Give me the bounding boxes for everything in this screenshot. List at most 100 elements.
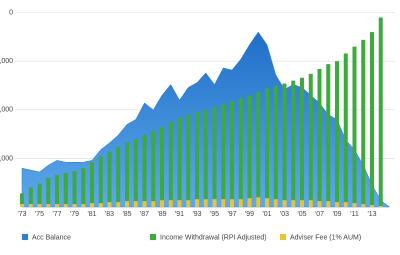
bar	[186, 114, 191, 207]
x-tick-label: '03	[280, 211, 289, 218]
bar	[116, 146, 121, 207]
bar	[317, 69, 322, 207]
bar	[72, 171, 77, 207]
legend-swatch	[22, 234, 28, 240]
bar	[343, 202, 348, 207]
y-tick-label: ,000	[0, 107, 13, 114]
bar	[378, 206, 383, 207]
bar	[160, 127, 164, 207]
legend-label: Adviser Fee (1% AUM)	[290, 234, 361, 241]
bar	[308, 200, 313, 207]
bar	[230, 101, 234, 207]
bar	[317, 201, 322, 207]
x-tick-label: '99	[245, 211, 254, 218]
bar	[81, 204, 86, 207]
x-tick-label: '75	[35, 211, 44, 218]
x-tick-label: '95	[210, 211, 219, 218]
bar	[133, 201, 138, 207]
y-tick-label: ,000	[0, 58, 13, 65]
legend-swatch	[280, 234, 286, 240]
bar	[72, 204, 77, 207]
x-tick-label: '09	[332, 211, 341, 218]
bar	[98, 203, 103, 207]
bar	[151, 131, 156, 207]
x-tick-label: '77	[52, 211, 61, 218]
bar	[326, 201, 331, 207]
bar	[273, 199, 278, 207]
bar	[300, 77, 304, 207]
x-tick-label: '87	[140, 211, 149, 218]
bar	[142, 135, 147, 207]
bar	[203, 109, 208, 207]
bar	[352, 46, 357, 207]
bar	[238, 98, 243, 207]
bar	[20, 193, 24, 207]
bar	[282, 83, 287, 207]
bar	[107, 202, 112, 207]
bar	[98, 156, 103, 207]
bar	[195, 199, 199, 207]
bar	[28, 204, 33, 207]
bar	[335, 202, 339, 207]
x-tick-label: '91	[175, 211, 184, 218]
bar	[177, 117, 182, 207]
y-tick-label: 0	[9, 9, 13, 16]
bar	[378, 17, 383, 208]
bar	[221, 199, 226, 207]
bar	[212, 106, 217, 207]
x-tick-label: '83	[105, 211, 114, 218]
bar	[256, 92, 261, 207]
legend-label: Acc Balance	[32, 234, 71, 241]
bar	[46, 177, 51, 207]
bar	[46, 204, 51, 207]
bar	[273, 85, 278, 207]
bar	[55, 204, 59, 207]
legend-swatch	[150, 234, 156, 240]
bar	[291, 200, 296, 207]
bar	[37, 204, 42, 207]
bar	[63, 172, 68, 207]
bar	[265, 198, 269, 207]
bar	[247, 198, 252, 207]
x-tick-label: '11	[350, 211, 359, 218]
bar	[90, 162, 94, 207]
x-tick-label: '73	[17, 211, 26, 218]
x-tick-label: '79	[70, 211, 79, 218]
legend-label: Income Withdrawal (RPI Adjusted)	[160, 234, 267, 241]
bar	[142, 201, 147, 207]
bar	[63, 204, 68, 207]
bar	[195, 111, 199, 207]
x-tick-label: '97	[227, 211, 236, 218]
bar	[247, 95, 252, 207]
bar	[361, 204, 366, 207]
bar	[282, 200, 287, 207]
bar	[370, 205, 374, 207]
y-tick-label: ,000	[0, 155, 13, 162]
bar	[28, 187, 33, 207]
x-tick-label: '13	[367, 211, 376, 218]
bar	[133, 138, 138, 207]
bar	[81, 168, 86, 207]
bar	[308, 73, 313, 207]
bar	[326, 64, 331, 208]
x-tick-label: '85	[122, 211, 131, 218]
bar	[238, 199, 243, 207]
bar	[300, 200, 304, 207]
bar	[151, 201, 156, 207]
bar	[361, 39, 366, 208]
x-tick-label: '89	[157, 211, 166, 218]
x-tick-label: '07	[315, 211, 324, 218]
bar	[168, 121, 173, 207]
bar	[265, 88, 269, 207]
bar	[125, 142, 129, 207]
bar	[335, 61, 339, 207]
x-tick-label: '93	[192, 211, 201, 218]
bar	[90, 203, 94, 207]
x-tick-label: '81	[87, 211, 96, 218]
x-tick-label: '01	[262, 211, 271, 218]
bar	[55, 174, 59, 207]
bar	[177, 200, 182, 207]
bar	[160, 200, 164, 207]
bar	[256, 197, 261, 207]
